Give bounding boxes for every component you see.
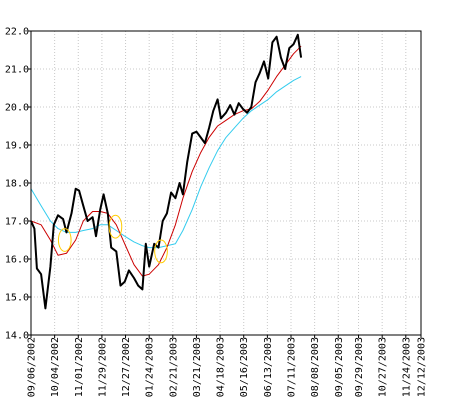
x-tick-label: 03/21/2003 <box>192 337 203 397</box>
x-axis-ticks: 09/06/2002 10/04/2002 11/01/2002 11/29/2002… <box>27 335 428 397</box>
y-tick-label: 15.0 <box>5 293 29 304</box>
y-tick-label: 17.0 <box>5 217 29 228</box>
x-tick-label: 09/06/2002 <box>27 337 38 397</box>
x-tick-label: 06/13/2003 <box>263 337 274 397</box>
x-tick-label: 12/12/2003 <box>417 337 428 397</box>
x-tick-label: 12/27/2002 <box>121 337 132 397</box>
highlight-ellipse <box>108 214 123 239</box>
x-tick-label: 08/08/2003 <box>310 337 321 397</box>
x-tick-label: 02/21/2003 <box>168 337 179 397</box>
highlight-ellipse <box>154 239 168 264</box>
series-layer <box>30 33 303 310</box>
y-tick-label: 19.0 <box>5 141 29 152</box>
x-tick-label: 04/18/2003 <box>216 337 227 397</box>
x-tick-label: 09/29/2003 <box>354 337 365 397</box>
x-tick-label: 10/27/2003 <box>378 337 389 397</box>
y-tick-label: 20.0 <box>5 103 29 114</box>
x-tick-label: 05/16/2003 <box>239 337 250 397</box>
grid <box>30 30 422 336</box>
y-axis-ticks: 14.0 15.0 16.0 17.0 18.0 19.0 20.0 21.0 22.0 <box>5 27 31 342</box>
highlight-ellipse <box>57 228 72 252</box>
y-tick-label: 14.0 <box>5 331 29 342</box>
x-tick-label: 01/24/2003 <box>145 337 156 397</box>
series-line-3 <box>30 76 302 249</box>
y-tick-label: 22.0 <box>5 27 29 38</box>
y-tick-label: 21.0 <box>5 65 29 76</box>
x-tick-label: 09/05/2003 <box>334 337 345 397</box>
series-line-1 <box>30 33 303 310</box>
x-tick-label: 11/01/2002 <box>74 337 85 397</box>
annotation-layer <box>57 214 168 264</box>
y-tick-label: 18.0 <box>5 179 29 190</box>
y-tick-label: 16.0 <box>5 255 29 266</box>
x-tick-label: 07/11/2003 <box>287 337 298 397</box>
x-tick-label: 11/24/2003 <box>401 337 412 397</box>
x-tick-label: 11/29/2002 <box>97 337 108 397</box>
x-tick-label: 10/04/2002 <box>50 337 61 397</box>
